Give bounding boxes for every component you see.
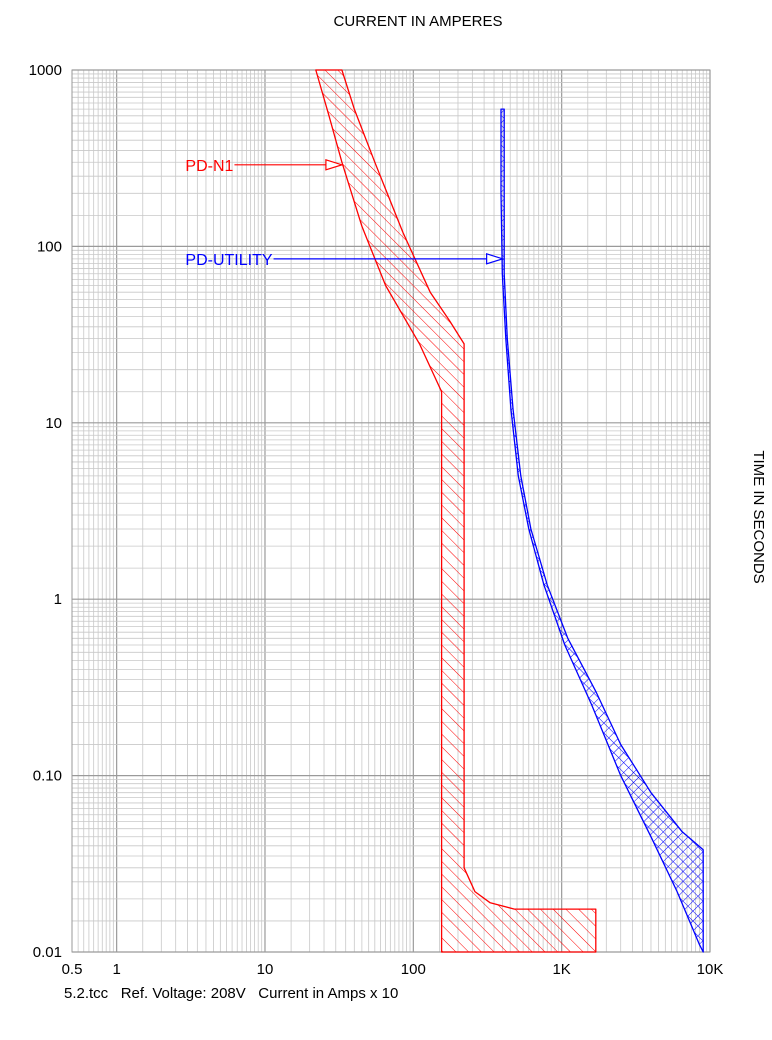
series-label-pd-n1: PD-N1 bbox=[185, 158, 233, 175]
footer-note: 5.2.tcc Ref. Voltage: 208V Current in Am… bbox=[64, 985, 398, 1002]
y-tick-label: 100 bbox=[37, 238, 62, 255]
x-tick-label: 0.5 bbox=[62, 961, 83, 978]
series-label-pd-utility: PD-UTILITY bbox=[185, 252, 272, 269]
chart-title: CURRENT IN AMPERES bbox=[334, 13, 503, 30]
y-tick-label: 1 bbox=[54, 591, 62, 608]
tick-labels: 0.5 1 10 100 1K 10K 1000 100 10 1 0.10 0.01 bbox=[29, 62, 724, 978]
y-axis-label: TIME IN SECONDS bbox=[750, 450, 767, 583]
series-layer: PD-N1 PD-UTILITY bbox=[185, 69, 704, 953]
x-tick-label: 10 bbox=[257, 961, 274, 978]
x-tick-label: 100 bbox=[401, 961, 426, 978]
plot-frame bbox=[71, 69, 711, 953]
series-band-pd-n1 bbox=[315, 69, 597, 953]
y-tick-label: 1000 bbox=[29, 62, 62, 79]
arrow-head-pd-utility bbox=[486, 253, 505, 265]
y-tick-label: 0.10 bbox=[33, 768, 62, 785]
y-tick-label: 0.01 bbox=[33, 944, 62, 961]
y-tick-label: 10 bbox=[45, 415, 62, 432]
x-tick-label: 10K bbox=[697, 961, 724, 978]
arrow-head-pd-n1 bbox=[325, 159, 344, 171]
series-band-pd-utility bbox=[500, 108, 704, 953]
x-tick-label: 1K bbox=[552, 961, 570, 978]
x-tick-label: 1 bbox=[112, 961, 120, 978]
